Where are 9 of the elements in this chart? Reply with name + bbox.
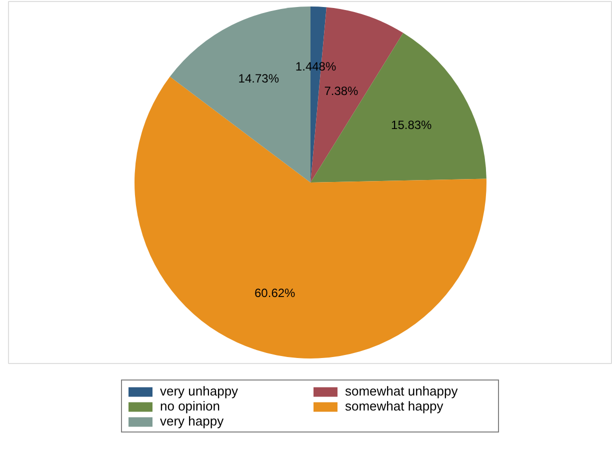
legend-label: no opinion: [160, 398, 221, 414]
legend-label: very unhappy: [160, 384, 240, 398]
data-label: 7.38%: [324, 84, 359, 98]
legend-label: somewhat unhappy: [345, 384, 459, 398]
legend-label: very happy: [160, 414, 225, 428]
legend-label: somewhat happy: [345, 398, 444, 414]
data-label: 60.62%: [254, 286, 296, 300]
data-label: 15.83%: [391, 118, 432, 132]
data-label: 14.73%: [238, 72, 280, 86]
